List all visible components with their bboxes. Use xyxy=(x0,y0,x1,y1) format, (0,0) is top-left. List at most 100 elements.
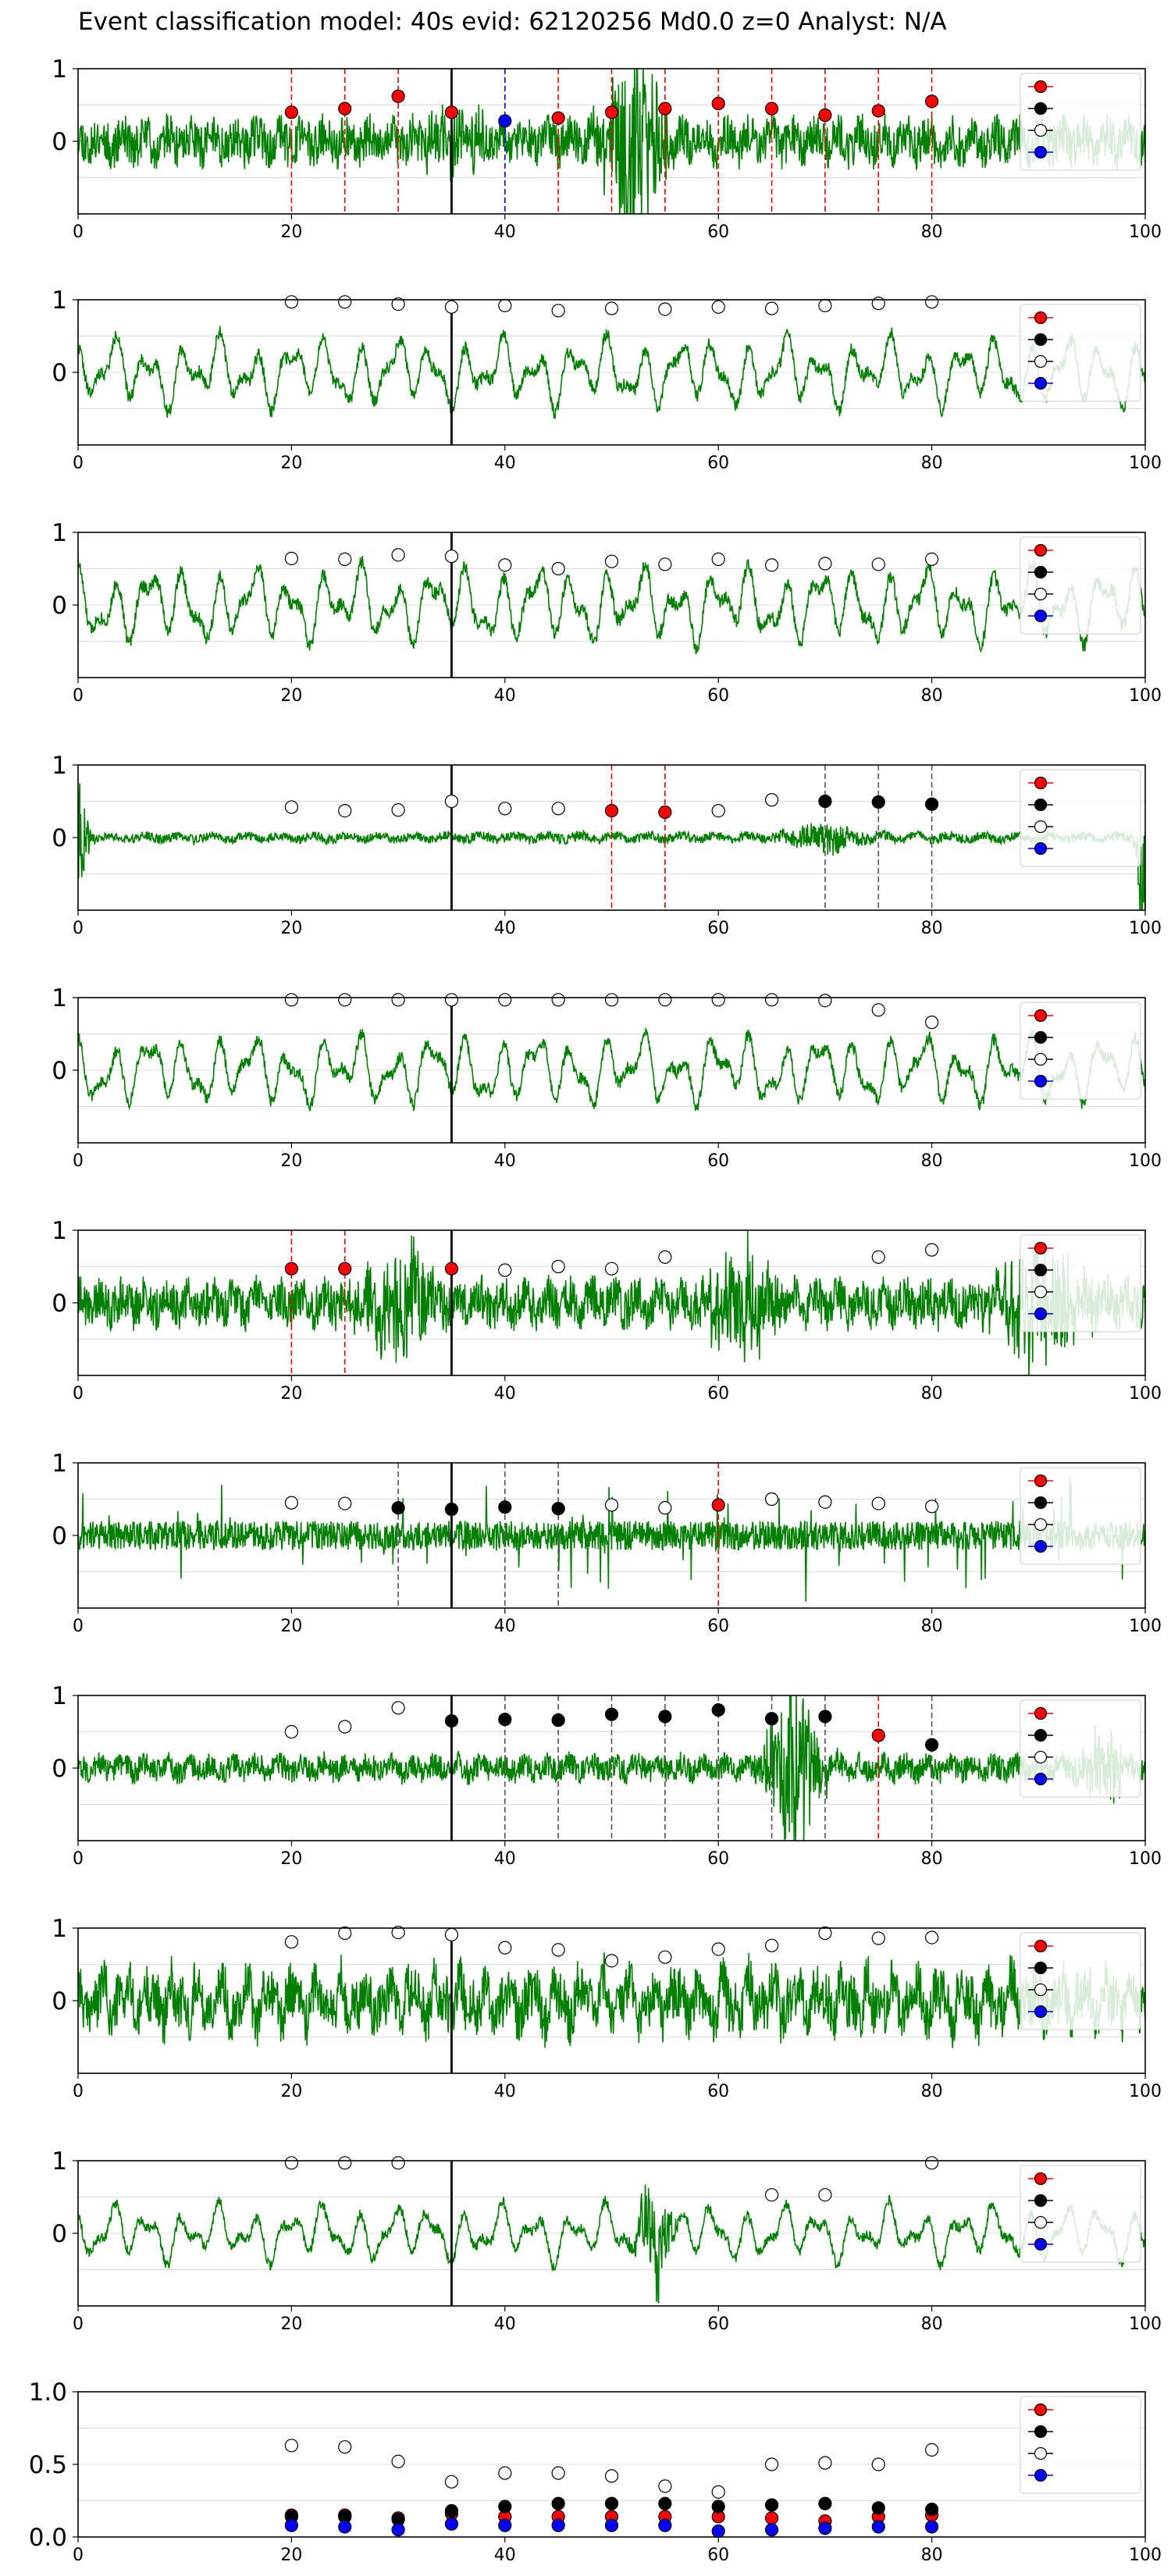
x-tick-label: 40 xyxy=(494,454,516,473)
legend-marker-exp xyxy=(1034,1772,1048,1786)
prob-marker-no xyxy=(818,2188,832,2202)
x-tick-label: 60 xyxy=(707,2314,729,2334)
x-tick-label: 0 xyxy=(73,1617,84,1636)
prob-marker-no xyxy=(391,548,405,562)
prob-marker-no xyxy=(444,1927,459,1941)
prob-marker-su xyxy=(818,108,832,123)
y-tick-label: 1 xyxy=(52,1915,67,1943)
x-tick-label: 100 xyxy=(1129,454,1162,473)
prob-marker-no xyxy=(498,1941,512,1955)
legend-marker-no xyxy=(1034,587,1048,601)
x-tick-label: 20 xyxy=(280,454,302,473)
legend-marker-su xyxy=(1034,776,1048,790)
waveform-trace xyxy=(78,1476,1145,1602)
legend-marker-no xyxy=(1034,2446,1048,2460)
legend-marker-exp xyxy=(1034,145,1048,159)
prob-marker-no xyxy=(764,1492,779,1507)
legend-marker-eq xyxy=(1034,333,1048,347)
legend-marker-su xyxy=(1034,1474,1048,1488)
prob-marker-no xyxy=(338,1496,352,1510)
legend-marker-no xyxy=(1034,354,1048,368)
mean-point-no xyxy=(498,2466,512,2480)
y-tick-label: 0 xyxy=(52,1522,67,1550)
station-panel-6: 0 20 40 60 80 100 0 1 xyxy=(52,1217,1162,1404)
prob-marker-su xyxy=(338,101,352,116)
prob-marker-no xyxy=(924,1500,939,1514)
legend-marker-no xyxy=(1034,820,1048,834)
prob-marker-no xyxy=(551,304,565,318)
legend-marker-eq xyxy=(1034,2194,1048,2208)
x-tick-label: 40 xyxy=(494,222,516,242)
prob-marker-no xyxy=(551,993,565,1007)
prob-marker-no xyxy=(498,1263,512,1277)
prob-marker-no xyxy=(871,557,885,571)
prob-marker-no xyxy=(284,1935,298,1949)
mean-point-exp xyxy=(498,2518,512,2532)
legend-box xyxy=(1020,1932,1141,2030)
prob-marker-no xyxy=(658,1950,672,1964)
waveform-trace xyxy=(78,2184,1145,2304)
station-panel-7: 0 20 40 60 80 100 0 1 xyxy=(52,1450,1162,1636)
x-tick-label: 80 xyxy=(921,1617,943,1636)
legend-marker-eq xyxy=(1034,1496,1048,1510)
prob-marker-su xyxy=(711,97,725,111)
x-tick-label: 80 xyxy=(921,686,943,706)
prob-marker-eq xyxy=(924,797,939,811)
prob-marker-no xyxy=(391,993,405,1007)
x-tick-label: 0 xyxy=(73,1849,84,1869)
legend-marker-no xyxy=(1034,1285,1048,1299)
legend-marker-no xyxy=(1034,1750,1048,1764)
y-tick-label: 0 xyxy=(52,592,67,620)
legend-marker-eq xyxy=(1034,1728,1048,1742)
x-tick-label: 100 xyxy=(1129,686,1162,706)
prob-marker-su xyxy=(764,101,779,116)
prob-marker-no xyxy=(658,302,672,316)
prob-marker-su xyxy=(658,101,672,116)
prob-marker-eq xyxy=(498,1500,512,1514)
prob-marker-no xyxy=(604,301,619,315)
legend-marker-su xyxy=(1034,1939,1048,1953)
legend-box xyxy=(1020,1002,1141,1100)
x-tick-label: 100 xyxy=(1129,2082,1162,2101)
mean-point-exp xyxy=(658,2518,672,2532)
x-tick-label: 0 xyxy=(73,919,84,938)
prob-marker-su xyxy=(391,89,405,103)
prob-marker-no xyxy=(284,295,298,309)
prob-marker-eq xyxy=(658,1710,672,1724)
mean-point-no xyxy=(924,2443,939,2457)
waveform-trace xyxy=(78,326,1145,419)
prob-marker-no xyxy=(498,558,512,572)
prob-marker-no xyxy=(658,993,672,1007)
y-tick-label: 1 xyxy=(52,984,67,1012)
legend-marker-su xyxy=(1034,2172,1048,2186)
legend-marker-no xyxy=(1034,1983,1048,1997)
legend-box xyxy=(1020,1234,1141,1332)
figure-title: Event classification model: 40s evid: 62… xyxy=(78,8,947,36)
prob-marker-eq xyxy=(604,1707,619,1721)
y-tick-label: 1 xyxy=(52,2147,67,2176)
prob-marker-no xyxy=(818,1926,832,1941)
mean-point-exp xyxy=(604,2518,619,2532)
station-panel-5: 0 20 40 60 80 100 0 1 xyxy=(52,984,1162,1171)
prob-marker-no xyxy=(818,298,832,313)
prob-marker-no xyxy=(818,1495,832,1509)
mean-point-exp xyxy=(444,2517,459,2531)
y-tick-label: 0 xyxy=(52,359,67,387)
y-tick-label: 0 xyxy=(52,1987,67,2016)
prob-marker-no xyxy=(551,1259,565,1274)
mean-point-no xyxy=(551,2466,565,2480)
legend-marker-no xyxy=(1034,123,1048,137)
mean-point-eq xyxy=(711,2500,725,2514)
x-tick-label: 100 xyxy=(1129,1849,1162,1869)
x-tick-label: 20 xyxy=(280,1617,302,1636)
mean-point-no xyxy=(391,2454,405,2468)
mean-point-exp xyxy=(551,2518,565,2532)
prob-marker-no xyxy=(604,993,619,1007)
mean-point-exp xyxy=(711,2524,725,2539)
x-tick-label: 20 xyxy=(280,1151,302,1171)
prob-marker-no xyxy=(924,1930,939,1944)
prob-marker-eq xyxy=(444,1502,459,1517)
legend-marker-eq xyxy=(1034,1961,1048,1975)
x-tick-label: 0 xyxy=(73,2546,84,2565)
legend-marker-exp xyxy=(1034,609,1048,623)
